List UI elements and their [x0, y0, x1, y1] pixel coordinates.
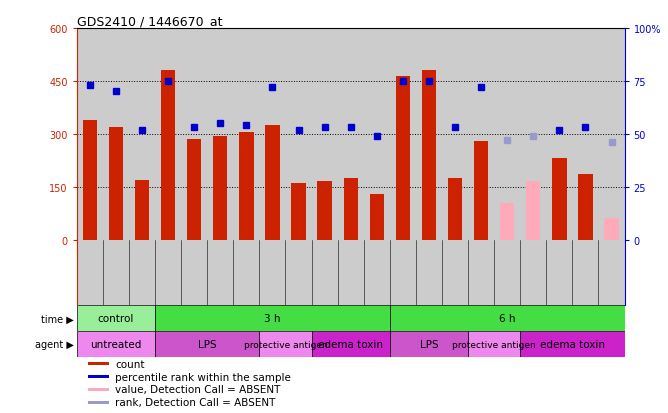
Bar — [448, 178, 462, 240]
Text: agent ▶: agent ▶ — [35, 339, 73, 349]
Text: rank, Detection Call = ABSENT: rank, Detection Call = ABSENT — [116, 397, 276, 407]
Bar — [578, 175, 593, 240]
Bar — [500, 203, 514, 240]
Bar — [369, 194, 384, 240]
Bar — [239, 133, 254, 240]
Bar — [317, 182, 332, 240]
Bar — [291, 184, 306, 240]
Bar — [390, 306, 625, 332]
Text: LPS: LPS — [198, 339, 216, 349]
Bar — [474, 142, 488, 240]
Bar — [265, 126, 280, 240]
Bar — [213, 136, 227, 240]
Text: protective antigen: protective antigen — [452, 340, 536, 349]
Bar — [88, 362, 110, 365]
Bar — [161, 71, 175, 240]
Bar — [187, 140, 201, 240]
Bar — [88, 388, 110, 391]
Text: control: control — [98, 313, 134, 323]
Bar — [526, 182, 540, 240]
Text: edema toxin: edema toxin — [318, 339, 383, 349]
Bar — [259, 332, 311, 357]
Bar — [552, 159, 566, 240]
Bar — [311, 332, 390, 357]
Bar — [468, 332, 520, 357]
Text: 3 h: 3 h — [265, 313, 281, 323]
Bar — [109, 128, 123, 240]
Text: time ▶: time ▶ — [41, 313, 73, 323]
Text: percentile rank within the sample: percentile rank within the sample — [116, 372, 291, 382]
Text: untreated: untreated — [90, 339, 142, 349]
Bar — [395, 76, 410, 240]
Bar — [135, 180, 149, 240]
Text: LPS: LPS — [420, 339, 438, 349]
Bar — [343, 178, 358, 240]
Bar — [77, 332, 155, 357]
Text: edema toxin: edema toxin — [540, 339, 605, 349]
Text: protective antigen: protective antigen — [244, 340, 327, 349]
Bar — [155, 332, 259, 357]
Bar — [77, 306, 155, 332]
Bar — [605, 219, 619, 240]
Bar — [155, 306, 390, 332]
Bar — [88, 401, 110, 404]
Bar — [390, 332, 468, 357]
Text: GDS2410 / 1446670_at: GDS2410 / 1446670_at — [77, 15, 222, 28]
Bar — [83, 120, 97, 240]
Bar — [520, 332, 625, 357]
Text: count: count — [116, 359, 145, 369]
Text: 6 h: 6 h — [499, 313, 516, 323]
Bar — [422, 71, 436, 240]
Text: value, Detection Call = ABSENT: value, Detection Call = ABSENT — [116, 385, 281, 394]
Bar — [88, 375, 110, 378]
